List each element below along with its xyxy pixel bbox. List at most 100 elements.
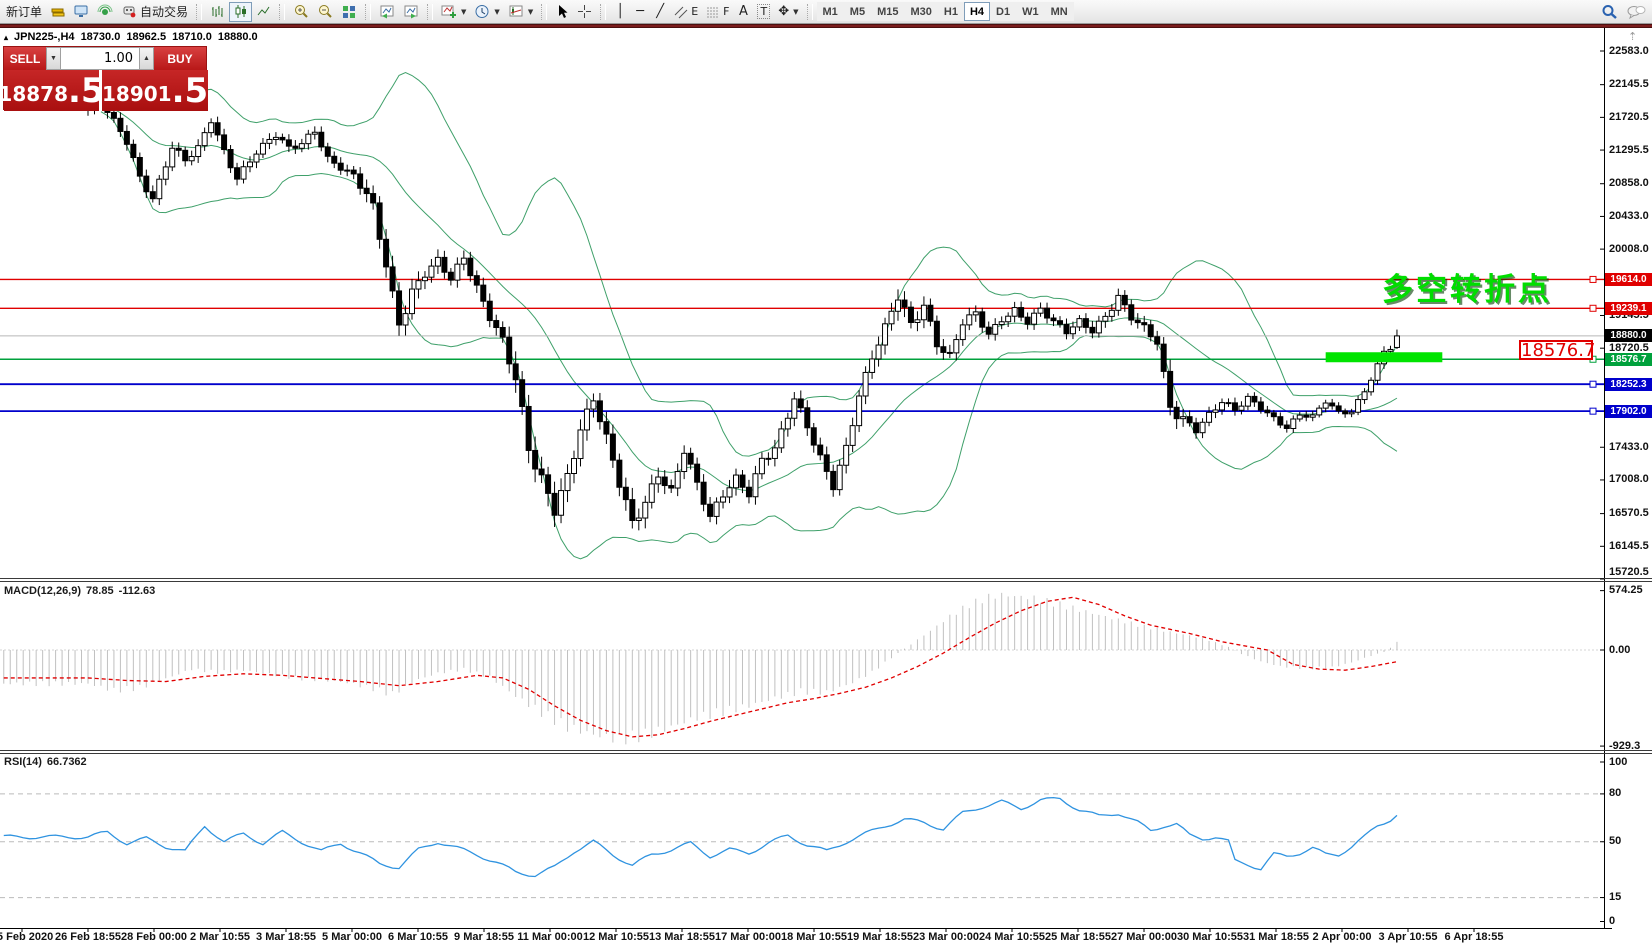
candle-bear bbox=[1231, 402, 1238, 411]
hline-handle[interactable] bbox=[1589, 380, 1597, 388]
candlestick-mode-button[interactable] bbox=[229, 1, 253, 22]
candle-bear bbox=[1044, 307, 1051, 319]
hline-handle[interactable] bbox=[1589, 304, 1597, 312]
trendline-tool-button[interactable]: ╱ bbox=[650, 2, 670, 22]
timeframe-button-d1[interactable]: D1 bbox=[990, 2, 1017, 21]
pane-separator[interactable] bbox=[0, 750, 1652, 754]
add-indicator-button[interactable]: ▼ bbox=[437, 2, 470, 22]
candle-bear bbox=[389, 266, 396, 292]
line-chart-mode-button[interactable] bbox=[252, 2, 275, 22]
cursor-tool-button[interactable] bbox=[551, 2, 573, 22]
sell-button[interactable]: SELL bbox=[4, 47, 46, 70]
candle-bull bbox=[1355, 399, 1362, 413]
equidistant-channel-icon bbox=[674, 5, 688, 19]
candle-bull bbox=[875, 344, 882, 360]
candle-bear bbox=[130, 143, 137, 158]
macd-pane[interactable] bbox=[0, 592, 1604, 745]
candle-bull bbox=[1212, 409, 1219, 413]
bar-chart-icon bbox=[210, 4, 225, 19]
candle-bear bbox=[324, 146, 331, 157]
candle-bear bbox=[661, 476, 668, 487]
volume-input[interactable]: 1.00 bbox=[61, 47, 139, 70]
candle-bull bbox=[571, 458, 577, 474]
candle-bull bbox=[1316, 407, 1323, 416]
candle-bear bbox=[1063, 323, 1070, 335]
candle-bear bbox=[946, 351, 953, 354]
terminal-button[interactable] bbox=[69, 2, 93, 22]
shapes-tool-button[interactable]: ✥ ▼ bbox=[774, 2, 802, 22]
candle-bear bbox=[221, 134, 228, 151]
timeframe-button-m1[interactable]: M1 bbox=[816, 2, 844, 21]
candle-bear bbox=[506, 336, 513, 365]
toolbar-group-grip bbox=[541, 3, 548, 20]
chart-annotation-text[interactable]: 多空转折点 bbox=[1382, 272, 1552, 308]
profile-next-button[interactable] bbox=[399, 2, 423, 22]
bollinger-upper-line bbox=[100, 71, 1398, 457]
search-button[interactable] bbox=[1597, 2, 1622, 22]
timeframe-button-m5[interactable]: M5 bbox=[843, 2, 872, 21]
timeframe-button-h4[interactable]: H4 bbox=[963, 2, 991, 21]
text-tool-button[interactable]: A bbox=[733, 2, 753, 22]
channel-letter: E bbox=[691, 5, 699, 18]
candle-bear bbox=[350, 169, 357, 175]
zoom-in-button[interactable] bbox=[289, 2, 313, 22]
support-zone-bar[interactable] bbox=[1325, 352, 1443, 363]
candle-bear bbox=[337, 162, 344, 171]
rsi-pane[interactable] bbox=[0, 793, 1604, 899]
candle-bear bbox=[545, 474, 552, 494]
toolbar-group-grip bbox=[196, 3, 203, 20]
collapse-panel-icon[interactable]: ▴ bbox=[4, 32, 9, 42]
timeframe-button-m30[interactable]: M30 bbox=[904, 2, 938, 21]
bar-chart-mode-button[interactable] bbox=[206, 2, 229, 22]
hline-handle[interactable] bbox=[1589, 275, 1597, 283]
candle-bear bbox=[396, 290, 403, 326]
toolbar: 新订单 自动交易 ▼ ▼ bbox=[0, 0, 1652, 24]
price-pane[interactable] bbox=[0, 71, 1604, 560]
channel-tool-button[interactable]: E bbox=[670, 2, 702, 22]
crosshair-icon bbox=[577, 4, 592, 19]
scroll-to-end-marker[interactable]: ⇡ bbox=[1628, 30, 1638, 43]
support-price-label[interactable]: 18576.7 bbox=[1519, 340, 1596, 361]
buy-button[interactable]: BUY bbox=[154, 47, 206, 70]
pane-separator[interactable] bbox=[0, 578, 1652, 582]
candle-bear bbox=[1257, 401, 1264, 411]
timeframe-group: M1 M5 M15 M30 H1 H4 D1 W1 MN bbox=[816, 2, 1074, 21]
timeframe-button-w1[interactable]: W1 bbox=[1016, 2, 1045, 21]
crosshair-tool-button[interactable] bbox=[573, 2, 596, 22]
profile-previous-button[interactable] bbox=[375, 2, 399, 22]
candle-bull bbox=[1309, 414, 1316, 418]
candle-bull bbox=[590, 400, 597, 410]
one-click-trade-panel: SELL ▼ 1.00 ▲ BUY 18878 .5 18901 .5 bbox=[0, 46, 209, 111]
candle-bear bbox=[143, 175, 150, 193]
deposit-button[interactable] bbox=[46, 2, 69, 22]
timeframe-button-m15[interactable]: M15 bbox=[871, 2, 905, 21]
toolbar-group-grip bbox=[365, 3, 372, 20]
fibonacci-tool-button[interactable]: F bbox=[702, 2, 733, 22]
label-tool-button[interactable]: T bbox=[753, 2, 774, 22]
buy-price-button[interactable]: 18901 .5 bbox=[102, 70, 209, 111]
candle-bull bbox=[771, 447, 778, 459]
horizontal-line-tool-button[interactable]: ─ bbox=[630, 2, 650, 22]
volume-increase-button[interactable]: ▲ bbox=[139, 47, 154, 70]
period-button[interactable]: ▼ bbox=[470, 2, 503, 22]
tile-windows-button[interactable] bbox=[337, 2, 361, 22]
sell-price-button[interactable]: 18878 .5 bbox=[0, 70, 105, 111]
hline-handle[interactable] bbox=[1589, 407, 1597, 415]
timeframe-button-h1[interactable]: H1 bbox=[937, 2, 964, 21]
candle-bull bbox=[156, 178, 163, 200]
candle-bear bbox=[979, 311, 986, 328]
chat-button[interactable] bbox=[1622, 2, 1650, 22]
signal-button[interactable] bbox=[93, 2, 117, 22]
new-order-button[interactable]: 新订单 bbox=[2, 2, 46, 22]
autotrade-button[interactable]: 自动交易 bbox=[117, 2, 192, 22]
timeframe-button-mn[interactable]: MN bbox=[1044, 2, 1074, 21]
candle-bear bbox=[1335, 405, 1342, 412]
chart-frame bbox=[0, 28, 1652, 932]
template-button[interactable]: ▼ bbox=[504, 2, 537, 22]
vertical-line-tool-button[interactable]: │ bbox=[610, 2, 630, 22]
zoom-out-button[interactable] bbox=[313, 2, 337, 22]
volume-decrease-button[interactable]: ▼ bbox=[46, 47, 61, 70]
candle-bear bbox=[486, 300, 493, 322]
candle-bull bbox=[733, 474, 739, 489]
